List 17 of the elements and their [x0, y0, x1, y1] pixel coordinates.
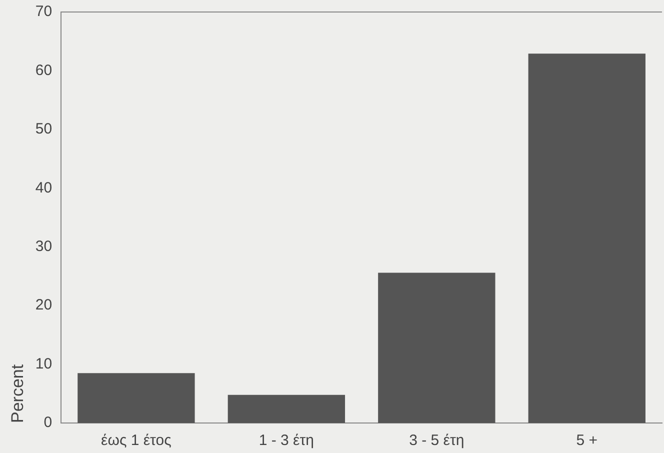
y-tick-label: 60	[35, 62, 52, 79]
y-tick-label: 0	[44, 414, 52, 432]
x-tick-label: 1 - 3 έτη	[258, 432, 314, 450]
x-tick-label: 3 - 5 έτη	[409, 432, 464, 450]
x-tick-label: 5 +	[576, 432, 598, 450]
y-tick-label: 10	[35, 355, 52, 372]
bar	[228, 394, 346, 423]
y-tick-label: 70	[35, 3, 52, 20]
y-tick-label: 20	[35, 296, 52, 314]
x-tick-label: έως 1 έτος	[101, 432, 172, 450]
y-axis-title: Percent	[8, 364, 27, 423]
bar	[78, 373, 195, 423]
y-tick-label: 40	[35, 179, 52, 196]
y-tick-label: 50	[35, 120, 52, 138]
y-tick-label: 30	[35, 238, 52, 255]
bar	[378, 272, 496, 423]
bar	[528, 54, 646, 423]
